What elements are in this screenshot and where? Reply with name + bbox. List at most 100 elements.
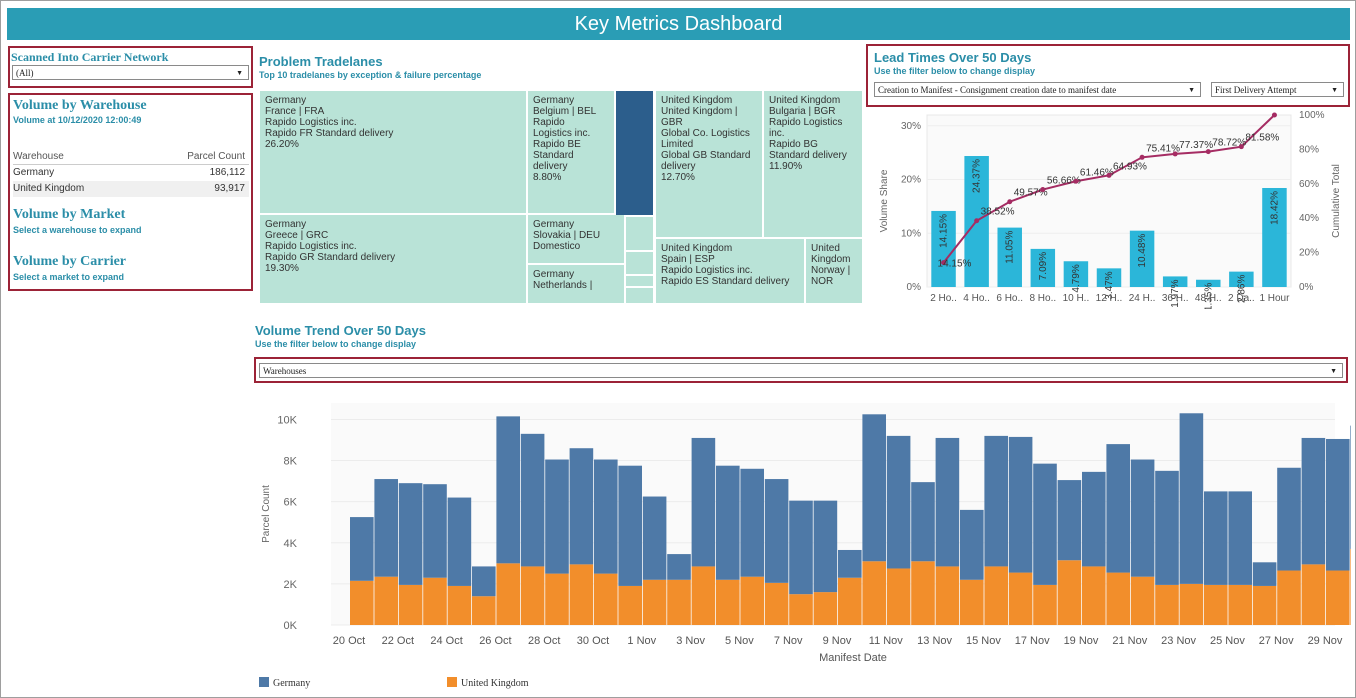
legend-item-germany[interactable]: Germany <box>259 677 310 689</box>
tradelane-line: Rapido Logistics inc. <box>265 117 357 128</box>
scanned-filter-select[interactable]: (All) ▼ <box>12 65 249 80</box>
tradelane-cell[interactable]: United Kingdom Bulgaria | BGR Rapido Logis… <box>764 91 862 237</box>
germany-bar <box>838 549 862 578</box>
trend-grouping-select[interactable]: Warehouses ▼ <box>259 363 1343 378</box>
trend-title: Volume Trend Over 50 Days <box>255 323 426 338</box>
x-tick-label: 6 Ho.. <box>996 293 1023 304</box>
bar-data-label: 14.15% <box>939 214 950 248</box>
table-row[interactable]: United Kingdom 93,917 <box>13 181 249 197</box>
tradelane-cell-small[interactable] <box>626 252 653 274</box>
tradelane-line: Domestico <box>533 241 581 252</box>
tradelanes-subtitle: Top 10 tradelanes by exception & failure… <box>259 70 482 80</box>
cumulative-data-label: 61.46% <box>1080 167 1114 178</box>
x-tick-label: 23 Nov <box>1161 635 1196 647</box>
cumulative-point <box>1205 149 1211 155</box>
bar-data-label: 4.79% <box>1071 264 1082 292</box>
uk-bar <box>789 594 813 625</box>
tradelane-cell[interactable]: Germany Belgium | BEL Rapido Logistics inc.… <box>528 91 614 213</box>
bar-data-label: 2.86% <box>1236 275 1247 303</box>
germany-bar <box>472 566 496 597</box>
tradelane-cell-small[interactable] <box>626 217 653 250</box>
uk-bar <box>545 573 569 625</box>
tradelane-line: Standard <box>533 150 574 161</box>
germany-bar <box>1204 491 1228 585</box>
tradelane-cell-small[interactable] <box>626 276 653 286</box>
germany-bar <box>716 465 740 580</box>
germany-bar <box>496 416 520 564</box>
tradelane-line: 12.70% <box>661 172 695 183</box>
uk-bar <box>1228 584 1252 625</box>
x-tick-label: 29 Nov <box>1308 635 1343 647</box>
tradelane-line: Rapido BE <box>533 139 581 150</box>
dashboard-title: Key Metrics Dashboard <box>7 8 1350 40</box>
bar-data-label: 18.42% <box>1269 191 1280 225</box>
tradelane-line: Rapido FR Standard delivery <box>265 128 394 139</box>
germany-bar <box>691 437 716 567</box>
x-tick-label: 24 H.. <box>1129 293 1156 304</box>
uk-bar <box>618 585 642 625</box>
tradelane-line: Logistics inc. <box>533 128 591 139</box>
uk-bar <box>1130 576 1155 625</box>
x-tick-label: 19 Nov <box>1064 635 1099 647</box>
germany-bar <box>1082 471 1106 567</box>
lead-attempt-select[interactable]: First Delivery Attempt ▼ <box>1211 82 1344 97</box>
x-tick-label: 1 Hour <box>1259 293 1290 304</box>
warehouse-count: 186,112 <box>209 167 245 178</box>
y2-axis-label: Cumulative Total <box>1331 164 1342 238</box>
chevron-down-icon: ▼ <box>236 69 243 77</box>
tradelane-cell[interactable]: Germany Slovakia | DEU Domestico <box>528 215 624 263</box>
germany-bar <box>1155 470 1179 585</box>
uk-bar <box>1155 584 1179 625</box>
tradelane-line: Germany <box>533 95 575 106</box>
tradelane-line: 26.20% <box>265 139 299 150</box>
y2-tick-label: 100% <box>1299 110 1325 121</box>
x-tick-label: 9 Nov <box>823 635 852 647</box>
x-tick-label: 28 Oct <box>528 635 560 647</box>
uk-bar <box>398 584 423 625</box>
x-tick-label: 3 Nov <box>676 635 705 647</box>
tradelane-cell[interactable]: United Kingdom Norway | NOR <box>806 239 862 303</box>
legend-item-united-kingdom[interactable]: United Kingdom <box>447 677 529 689</box>
warehouse-name: United Kingdom <box>13 183 85 194</box>
col-warehouse: Warehouse <box>13 151 64 162</box>
uk-bar <box>496 563 520 625</box>
germany-bar <box>886 435 911 569</box>
chevron-down-icon: ▼ <box>1330 367 1337 375</box>
uk-bar <box>447 585 472 625</box>
cumulative-point <box>1271 112 1277 118</box>
tradelane-line: Rapido Logistics inc. <box>661 265 753 276</box>
lead-bar <box>1030 248 1056 287</box>
cumulative-data-label: 75.41% <box>1146 143 1180 154</box>
bar-data-label: 11.05% <box>1005 231 1016 264</box>
cumulative-point <box>941 260 947 266</box>
tradelane-cell-small[interactable] <box>626 288 653 303</box>
uk-bar <box>1277 570 1301 625</box>
uk-bar <box>838 577 862 625</box>
uk-bar <box>911 561 935 625</box>
x-tick-label: 15 Nov <box>966 635 1001 647</box>
tradelane-cell[interactable]: United Kingdom Spain | ESP Rapido Logistic… <box>656 239 804 303</box>
tradelane-cell[interactable]: Germany Netherlands | <box>528 265 624 303</box>
x-tick-label: 11 Nov <box>869 635 904 647</box>
tradelane-line: Spain | ESP <box>661 254 715 265</box>
x-tick-label: 24 Oct <box>430 635 462 647</box>
cumulative-data-label: 14.15% <box>938 259 972 270</box>
scanned-filter-panel: Scanned Into Carrier Network (All) ▼ <box>8 46 253 88</box>
uk-bar <box>813 592 838 625</box>
tradelane-line: 19.30% <box>265 263 299 274</box>
x-tick-label: 26 Oct <box>479 635 511 647</box>
tradelane-cell[interactable]: Germany Greece | GRC Rapido Logistics inc.… <box>260 215 526 303</box>
germany-bar <box>764 479 789 583</box>
table-row[interactable]: Germany 186,112 <box>13 165 249 181</box>
tradelane-cell-highlight[interactable] <box>616 91 653 215</box>
germany-bar <box>423 484 447 578</box>
germany-bar <box>520 433 545 567</box>
tradelane-cell[interactable]: Germany France | FRA Rapido Logistics inc.… <box>260 91 526 213</box>
scanned-filter-label: Scanned Into Carrier Network <box>11 50 169 64</box>
germany-bar <box>740 468 764 577</box>
tradelane-cell[interactable]: United Kingdom United Kingdom | GBR Global … <box>656 91 762 237</box>
warehouse-table-header: Warehouse Parcel Count <box>13 149 249 165</box>
lead-bar <box>1262 187 1287 287</box>
lead-stage-select[interactable]: Creation to Manifest - Consignment creat… <box>874 82 1201 97</box>
